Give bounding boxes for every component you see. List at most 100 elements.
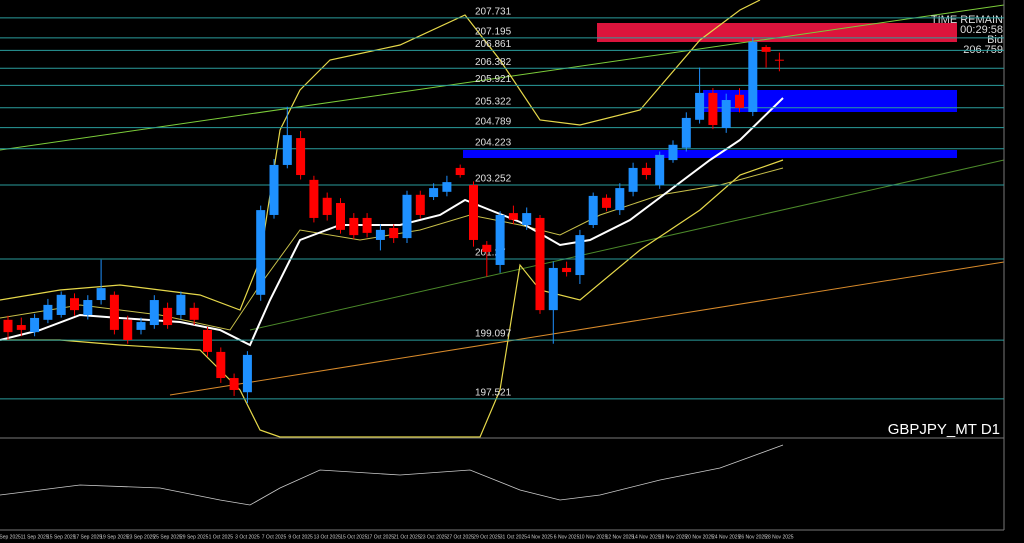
trendline xyxy=(0,4,1005,151)
x-tick-label: 29 Sep 2025 xyxy=(180,534,209,540)
trendline xyxy=(169,261,1005,396)
candle-body xyxy=(389,228,399,239)
candle-body xyxy=(30,317,40,333)
resistance-zone xyxy=(597,23,957,42)
x-tick-label: 19 Sep 2025 xyxy=(100,534,129,540)
candle-body xyxy=(602,197,611,208)
candle-body xyxy=(375,229,385,240)
x-tick-label: 4 Nov 2025 xyxy=(527,534,553,540)
candle-body xyxy=(109,294,119,330)
x-tick-label: 15 Oct 2025 xyxy=(340,534,367,540)
candle-body xyxy=(588,195,598,226)
x-tick-label: 3 Oct 2025 xyxy=(235,534,260,540)
candle-body xyxy=(562,267,572,273)
candle-body xyxy=(748,41,758,112)
x-tick-label: 13 Oct 2025 xyxy=(314,534,341,540)
bollinger-band xyxy=(0,0,761,311)
candle-body xyxy=(575,235,585,276)
candle-body xyxy=(203,329,212,352)
candle-body xyxy=(761,47,771,52)
candle-body xyxy=(735,94,744,108)
x-tick-label: 12 Nov 2025 xyxy=(606,534,635,540)
level-label: 203.252 xyxy=(475,174,512,185)
candle-body xyxy=(349,217,359,236)
candle-body xyxy=(655,154,665,186)
candle-body xyxy=(668,144,678,161)
candle-body xyxy=(455,167,465,176)
level-label: 197.521 xyxy=(475,388,512,399)
timer-label: TIME REMAIN xyxy=(931,14,1003,26)
candle-body xyxy=(176,294,186,315)
x-tick-label: 20 Nov 2025 xyxy=(685,534,714,540)
candle-body xyxy=(322,197,332,215)
candle-body xyxy=(296,138,306,176)
candle-body xyxy=(402,194,412,239)
candle-body xyxy=(548,267,558,311)
x-tick-label: 24 Nov 2025 xyxy=(712,534,741,540)
candle-body xyxy=(336,203,345,230)
candle-body xyxy=(216,351,226,379)
x-tick-label: 23 Sep 2025 xyxy=(127,534,156,540)
level-label: 207.195 xyxy=(475,27,512,38)
candle-body xyxy=(136,322,146,330)
x-tick-label: 1 Oct 2025 xyxy=(209,534,234,540)
timer: 00:29:58 xyxy=(960,24,1003,36)
x-tick-label: 18 Nov 2025 xyxy=(659,534,688,540)
candle-body xyxy=(721,100,731,129)
candle-body xyxy=(309,179,319,218)
candle-body xyxy=(415,194,425,215)
candle-body xyxy=(83,300,93,315)
candle-body xyxy=(16,325,26,330)
candle-body xyxy=(70,298,79,311)
candle-body xyxy=(189,307,199,320)
bid-label: Bid xyxy=(987,34,1003,46)
x-tick-label: 27 Oct 2025 xyxy=(447,534,474,540)
x-tick-label: 28 Nov 2025 xyxy=(765,534,794,540)
candle-body xyxy=(615,188,625,211)
candle-body xyxy=(43,304,53,320)
candle-body xyxy=(522,213,532,226)
level-label: 207.731 xyxy=(475,7,512,18)
trendline xyxy=(249,159,1005,331)
x-tick-label: 14 Nov 2025 xyxy=(632,534,661,540)
candle-body xyxy=(641,167,651,176)
demand-zone xyxy=(463,150,957,158)
bollinger-band xyxy=(0,159,784,438)
candle-body xyxy=(429,188,439,198)
level-label: 206.382 xyxy=(475,57,512,68)
candle-body xyxy=(163,307,173,326)
demand-zone xyxy=(703,90,957,112)
chart-title: GBPJPY_MT D1 xyxy=(888,421,1000,438)
candle-body xyxy=(56,294,66,315)
candle-body xyxy=(442,182,452,192)
candle-body xyxy=(282,135,292,165)
x-tick-label: 26 Nov 2025 xyxy=(739,534,768,540)
candle-body xyxy=(149,300,159,326)
candle-body xyxy=(628,167,638,192)
oscillator-line xyxy=(0,444,784,506)
candle-body xyxy=(362,217,372,233)
x-tick-label: 9 Oct 2025 xyxy=(288,534,313,540)
candle-body xyxy=(535,217,545,311)
x-tick-label: 25 Sep 2025 xyxy=(153,534,182,540)
level-label: 204.223 xyxy=(475,137,512,148)
x-tick-label: 9 Sep 2025 xyxy=(0,534,21,540)
x-tick-label: 17 Oct 2025 xyxy=(367,534,394,540)
candle-body xyxy=(469,185,478,240)
candle-body xyxy=(96,288,106,301)
x-tick-label: 23 Oct 2025 xyxy=(420,534,447,540)
x-tick-label: 17 Sep 2025 xyxy=(74,534,103,540)
level-label: 201.27 xyxy=(475,248,506,259)
x-tick-label: 31 Oct 2025 xyxy=(500,534,527,540)
x-tick-label: 21 Oct 2025 xyxy=(393,534,420,540)
candle-body xyxy=(229,378,239,390)
candle-body xyxy=(482,244,492,252)
candle-body xyxy=(3,319,13,333)
x-tick-label: 7 Oct 2025 xyxy=(262,534,287,540)
level-label: 205.921 xyxy=(475,74,512,85)
candle-body xyxy=(774,59,784,61)
x-tick-label: 15 Sep 2025 xyxy=(47,534,76,540)
level-label: 204.789 xyxy=(475,116,512,127)
